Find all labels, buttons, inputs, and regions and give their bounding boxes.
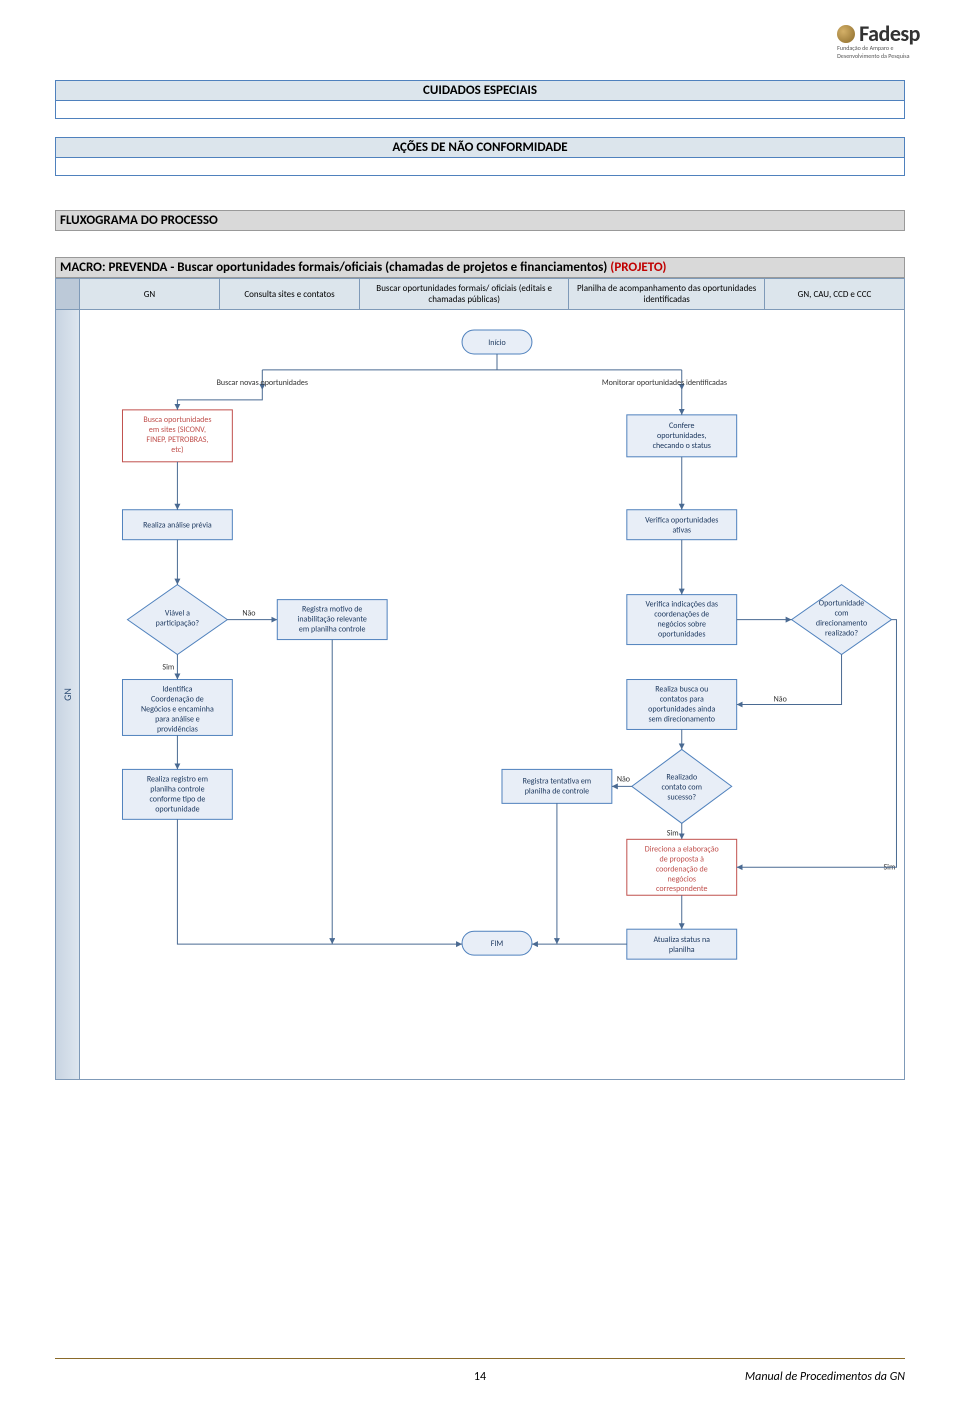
svg-text:com: com bbox=[835, 609, 849, 619]
lane-h2: Consulta sites e contatos bbox=[220, 279, 360, 310]
svg-text:Oportunidade: Oportunidade bbox=[819, 599, 865, 609]
svg-text:Sim: Sim bbox=[162, 663, 174, 673]
svg-text:sem direcionamento: sem direcionamento bbox=[648, 714, 715, 724]
svg-text:coordenações de: coordenações de bbox=[654, 610, 709, 620]
svg-text:Realizado: Realizado bbox=[666, 772, 697, 782]
footer-divider bbox=[55, 1358, 905, 1359]
svg-text:Coordenação de: Coordenação de bbox=[151, 694, 204, 704]
macro-suffix: (PROJETO) bbox=[610, 260, 666, 275]
svg-text:Realiza registro em: Realiza registro em bbox=[147, 774, 208, 784]
svg-text:oportunidade: oportunidade bbox=[155, 804, 199, 814]
svg-text:Negócios e encaminha: Negócios e encaminha bbox=[141, 704, 214, 714]
svg-text:negócios sobre: negócios sobre bbox=[657, 620, 706, 630]
macro-text: MACRO: PREVENDA - Buscar oportunidades f… bbox=[60, 260, 610, 275]
svg-text:em planilha controle: em planilha controle bbox=[299, 625, 366, 635]
flowchart-svg: Início Buscar novas oportunidades Monito… bbox=[80, 310, 904, 1079]
svg-text:Verifica indicações das: Verifica indicações das bbox=[646, 600, 719, 610]
svg-text:Atualiza status na: Atualiza status na bbox=[654, 935, 711, 945]
lane-h4: Planilha de acompanhamento das oportunid… bbox=[569, 279, 765, 310]
svg-text:contatos para: contatos para bbox=[660, 694, 704, 704]
svg-text:em sites (SICONV,: em sites (SICONV, bbox=[149, 425, 206, 435]
svg-text:correspondente: correspondente bbox=[656, 884, 707, 894]
logo-subtitle: Fundação de Amparo e Desenvolvimento da … bbox=[837, 44, 920, 60]
swimlane-label: GN bbox=[61, 688, 74, 701]
doc-title: Manual de Procedimentos da GN bbox=[745, 1370, 905, 1384]
svg-text:Realiza busca ou: Realiza busca ou bbox=[655, 685, 708, 695]
svg-text:coordenação de: coordenação de bbox=[656, 864, 708, 874]
svg-text:ativas: ativas bbox=[672, 526, 691, 536]
lane-header-table: GN Consulta sites e contatos Buscar opor… bbox=[55, 278, 905, 310]
lane-h1: GN bbox=[80, 279, 220, 310]
svg-text:oportunidades ainda: oportunidades ainda bbox=[648, 704, 715, 714]
svg-text:Buscar novas oportunidades: Buscar novas oportunidades bbox=[217, 378, 308, 388]
section-acoes: AÇÕES DE NÃO CONFORMIDADE bbox=[55, 137, 905, 158]
svg-text:planilha de controle: planilha de controle bbox=[525, 786, 589, 796]
svg-text:contato com: contato com bbox=[662, 782, 702, 792]
svg-text:Realiza análise prévia: Realiza análise prévia bbox=[143, 521, 212, 531]
svg-text:conforme tipo de: conforme tipo de bbox=[150, 794, 206, 804]
svg-text:Verifica oportunidades: Verifica oportunidades bbox=[645, 516, 718, 526]
svg-text:sucesso?: sucesso? bbox=[667, 792, 696, 802]
lane-corner bbox=[56, 279, 80, 310]
svg-text:Não: Não bbox=[617, 774, 630, 784]
svg-text:Sim: Sim bbox=[667, 828, 679, 838]
logo-text: Fadesp bbox=[859, 20, 920, 47]
macro-header: MACRO: PREVENDA - Buscar oportunidades f… bbox=[55, 257, 905, 278]
svg-text:FIM: FIM bbox=[491, 939, 504, 949]
section-cuidados: CUIDADOS ESPECIAIS bbox=[55, 80, 905, 101]
svg-text:Não: Não bbox=[774, 694, 787, 704]
svg-text:participação?: participação? bbox=[156, 619, 200, 629]
flowchart-container: GN Início Buscar novas oportunidades Mon… bbox=[55, 310, 905, 1080]
svg-text:Não: Não bbox=[242, 609, 255, 619]
svg-text:direcionamento: direcionamento bbox=[816, 619, 867, 629]
svg-text:Confere: Confere bbox=[669, 421, 694, 431]
svg-text:oportunidades,: oportunidades, bbox=[657, 431, 707, 441]
svg-text:Identifica: Identifica bbox=[162, 685, 192, 695]
svg-text:etc): etc) bbox=[171, 445, 183, 455]
svg-text:Direciona a elaboração: Direciona a elaboração bbox=[645, 844, 719, 854]
svg-text:Início: Início bbox=[488, 338, 505, 348]
svg-text:Registra motivo de: Registra motivo de bbox=[302, 605, 362, 615]
logo-icon bbox=[837, 25, 855, 43]
swimlane-sidebar: GN bbox=[56, 310, 80, 1079]
svg-text:providências: providências bbox=[157, 724, 198, 734]
svg-text:oportunidades: oportunidades bbox=[658, 630, 706, 640]
lane-h3: Buscar oportunidades formais/ oficiais (… bbox=[360, 279, 569, 310]
section-fluxograma: FLUXOGRAMA DO PROCESSO bbox=[55, 210, 905, 231]
logo: Fadesp Fundação de Amparo e Desenvolvime… bbox=[837, 20, 920, 47]
svg-text:para análise e: para análise e bbox=[155, 714, 200, 724]
blank-row bbox=[55, 158, 905, 176]
svg-text:Registra tentativa em: Registra tentativa em bbox=[523, 776, 592, 786]
svg-text:FINEP, PETROBRAS,: FINEP, PETROBRAS, bbox=[146, 435, 208, 445]
svg-text:checando o status: checando o status bbox=[653, 441, 711, 451]
svg-text:planilha: planilha bbox=[669, 945, 695, 955]
svg-text:de proposta à: de proposta à bbox=[660, 854, 705, 864]
svg-text:realizado?: realizado? bbox=[825, 629, 858, 639]
svg-text:Monitorar oportunidades identi: Monitorar oportunidades identificadas bbox=[602, 378, 727, 388]
svg-text:Viável a: Viável a bbox=[165, 609, 190, 619]
svg-text:planilha controle: planilha controle bbox=[150, 784, 204, 794]
footer: 14 Manual de Procedimentos da GN bbox=[55, 1370, 905, 1384]
svg-text:Busca oportunidades: Busca oportunidades bbox=[143, 415, 211, 425]
svg-text:inabilitação relevante: inabilitação relevante bbox=[298, 615, 367, 625]
lane-h5: GN, CAU, CCD e CCC bbox=[765, 279, 905, 310]
svg-text:negócios: negócios bbox=[667, 874, 696, 884]
blank-row bbox=[55, 101, 905, 119]
